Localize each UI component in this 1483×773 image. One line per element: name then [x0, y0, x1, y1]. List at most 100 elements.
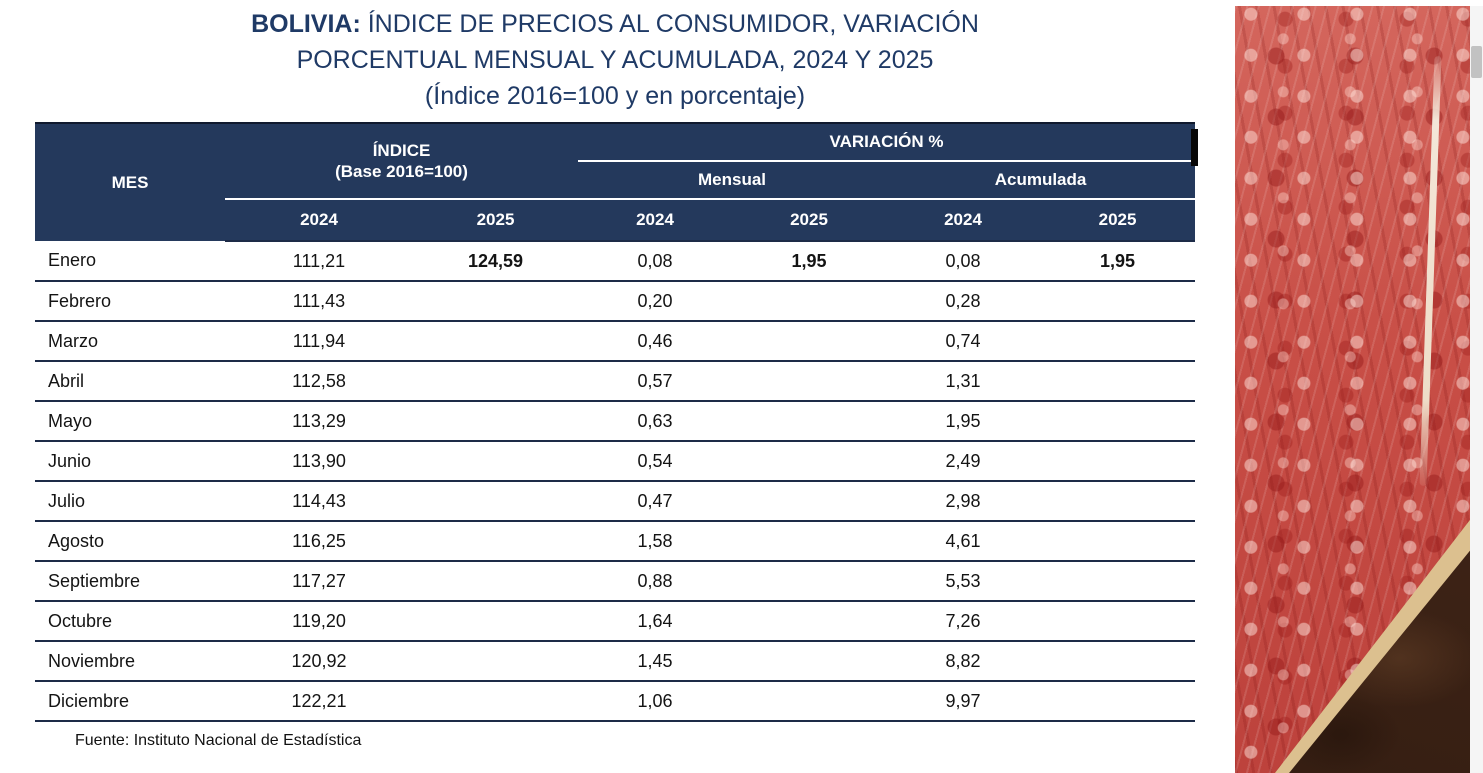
value-cell-indice_2025: [413, 641, 579, 682]
table-row: Agosto 116,25 1,58 4,61: [35, 521, 1196, 562]
value-cell-indice_2024: 111,94: [225, 321, 413, 362]
header-year-mensual-2024: 2024: [578, 199, 733, 242]
scrollbar[interactable]: [1470, 6, 1483, 773]
value-cell-indice_2024: 112,58: [225, 361, 413, 402]
month-cell: Marzo: [35, 321, 225, 362]
value-cell-acumulada_2025: [1040, 601, 1196, 642]
value-cell-mensual_2024: 0,54: [578, 441, 733, 482]
source-note: Fuente: Instituto Nacional de Estadístic…: [75, 732, 362, 749]
title-line-1: BOLIVIA: ÍNDICE DE PRECIOS AL CONSUMIDOR…: [35, 6, 1195, 42]
table-row: Diciembre 122,21 1,06 9,97: [35, 681, 1196, 722]
header-indice-group: ÍNDICE (Base 2016=100): [225, 123, 579, 200]
value-cell-mensual_2025: [732, 401, 887, 442]
value-cell-indice_2024: 117,27: [225, 561, 413, 602]
value-cell-mensual_2025: [732, 361, 887, 402]
month-cell: Noviembre: [35, 641, 225, 682]
title-line-2: PORCENTUAL MENSUAL Y ACUMULADA, 2024 Y 2…: [296, 46, 934, 74]
value-cell-indice_2024: 113,90: [225, 441, 413, 482]
value-cell-acumulada_2024: 7,26: [886, 601, 1041, 642]
table-row: Julio 114,43 0,47 2,98: [35, 481, 1196, 522]
value-cell-acumulada_2025: [1040, 641, 1196, 682]
table-row: Mayo 113,29 0,63 1,95: [35, 401, 1196, 442]
table-row: Junio 113,90 0,54 2,49: [35, 441, 1196, 482]
value-cell-acumulada_2024: 2,98: [886, 481, 1041, 522]
value-cell-mensual_2024: 1,64: [578, 601, 733, 642]
value-cell-indice_2024: 111,21: [225, 241, 413, 282]
table-row: Marzo 111,94 0,46 0,74: [35, 321, 1196, 362]
month-cell: Agosto: [35, 521, 225, 562]
value-cell-acumulada_2024: 0,08: [886, 241, 1041, 282]
month-cell: Enero: [35, 241, 225, 282]
value-cell-mensual_2025: [732, 521, 887, 562]
title-country: BOLIVIA:: [251, 10, 361, 38]
value-cell-mensual_2024: 0,47: [578, 481, 733, 522]
value-cell-mensual_2025: [732, 641, 887, 682]
table-row: Noviembre 120,92 1,45 8,82: [35, 641, 1196, 682]
value-cell-indice_2024: 113,29: [225, 401, 413, 442]
value-cell-indice_2025: [413, 281, 579, 322]
value-cell-indice_2024: 111,43: [225, 281, 413, 322]
month-cell: Mayo: [35, 401, 225, 442]
value-cell-mensual_2025: [732, 321, 887, 362]
value-cell-mensual_2024: 1,06: [578, 681, 733, 722]
value-cell-indice_2025: [413, 561, 579, 602]
value-cell-acumulada_2025: [1040, 281, 1196, 322]
value-cell-mensual_2024: 0,20: [578, 281, 733, 322]
value-cell-acumulada_2025: [1040, 441, 1196, 482]
value-cell-mensual_2025: [732, 281, 887, 322]
value-cell-acumulada_2024: 8,82: [886, 641, 1041, 682]
month-cell: Octubre: [35, 601, 225, 642]
month-cell: Septiembre: [35, 561, 225, 602]
header-indice-line2: (Base 2016=100): [335, 162, 468, 181]
value-cell-indice_2025: [413, 401, 579, 442]
value-cell-indice_2025: [413, 681, 579, 722]
header-year-indice-2024: 2024: [225, 199, 413, 242]
value-cell-acumulada_2025: [1040, 681, 1196, 722]
month-cell: Junio: [35, 441, 225, 482]
header-year-acumulada-2025: 2025: [1040, 199, 1196, 242]
value-cell-indice_2025: [413, 521, 579, 562]
value-cell-indice_2025: [413, 601, 579, 642]
value-cell-mensual_2025: [732, 561, 887, 602]
value-cell-indice_2024: 120,92: [225, 641, 413, 682]
title-line1-rest: ÍNDICE DE PRECIOS AL CONSUMIDOR, VARIACI…: [360, 10, 979, 38]
header-mes: MES: [35, 123, 225, 241]
value-cell-acumulada_2025: [1040, 521, 1196, 562]
value-cell-acumulada_2024: 9,97: [886, 681, 1041, 722]
value-cell-acumulada_2025: [1040, 321, 1196, 362]
page-title: BOLIVIA: ÍNDICE DE PRECIOS AL CONSUMIDOR…: [35, 6, 1195, 114]
value-cell-mensual_2024: 0,88: [578, 561, 733, 602]
value-cell-mensual_2024: 1,45: [578, 641, 733, 682]
value-cell-indice_2024: 116,25: [225, 521, 413, 562]
header-year-mensual-2025: 2025: [732, 199, 887, 242]
value-cell-indice_2024: 122,21: [225, 681, 413, 722]
value-cell-acumulada_2024: 2,49: [886, 441, 1041, 482]
header-mensual: Mensual: [578, 161, 887, 200]
value-cell-indice_2024: 114,43: [225, 481, 413, 522]
value-cell-mensual_2025: [732, 681, 887, 722]
month-cell: Abril: [35, 361, 225, 402]
table-row: Abril 112,58 0,57 1,31: [35, 361, 1196, 402]
header-year-acumulada-2024: 2024: [886, 199, 1041, 242]
value-cell-acumulada_2025: [1040, 361, 1196, 402]
value-cell-mensual_2024: 0,63: [578, 401, 733, 442]
value-cell-mensual_2024: 0,57: [578, 361, 733, 402]
value-cell-mensual_2025: [732, 481, 887, 522]
table-body: Enero 111,21 124,59 0,08 1,95 0,08 1,95 Febrero…: [35, 241, 1196, 722]
table-row: Enero 111,21 124,59 0,08 1,95 0,08 1,95: [35, 241, 1196, 282]
table-header: MES ÍNDICE (Base 2016=100) VARIACIÓN % M…: [35, 123, 1196, 242]
value-cell-acumulada_2025: [1040, 481, 1196, 522]
value-cell-indice_2025: [413, 321, 579, 362]
raw-meat-photo: [1235, 6, 1470, 773]
header-corner-shadow: [1191, 129, 1198, 166]
table-row: Octubre 119,20 1,64 7,26: [35, 601, 1196, 642]
meat-fat-seam: [1419, 56, 1442, 486]
value-cell-acumulada_2025: [1040, 401, 1196, 442]
month-cell: Diciembre: [35, 681, 225, 722]
scrollbar-thumb[interactable]: [1471, 46, 1482, 78]
value-cell-mensual_2025: [732, 441, 887, 482]
value-cell-mensual_2024: 0,46: [578, 321, 733, 362]
header-year-indice-2025: 2025: [413, 199, 579, 242]
title-line-3: (Índice 2016=100 y en porcentaje): [424, 82, 806, 110]
value-cell-acumulada_2024: 0,28: [886, 281, 1041, 322]
